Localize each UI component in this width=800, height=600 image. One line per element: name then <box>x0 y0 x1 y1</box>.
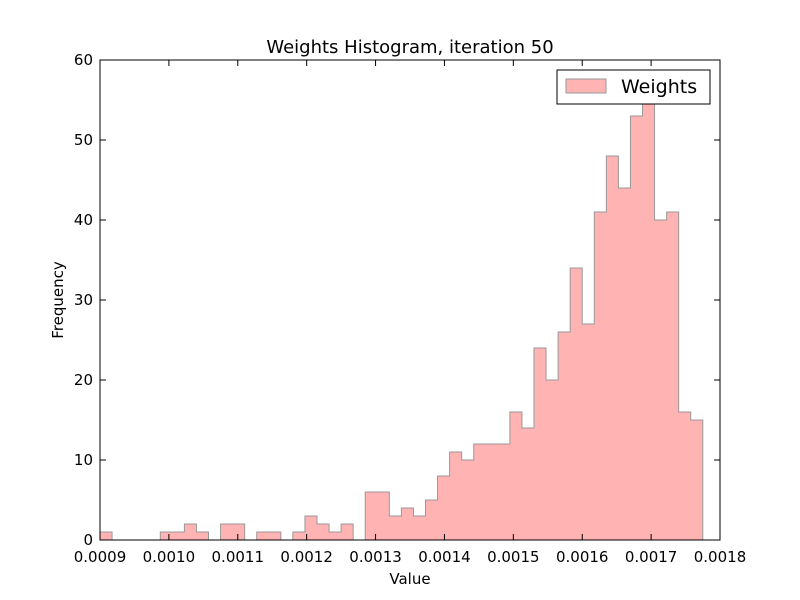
y-tick-label: 0 <box>83 531 93 549</box>
histogram-bar <box>184 524 197 540</box>
x-tick-label: 0.0013 <box>349 548 402 566</box>
x-tick-label: 0.0016 <box>556 548 609 566</box>
histogram-bar <box>317 524 330 540</box>
histogram-bar <box>268 532 282 540</box>
histogram-bar <box>389 516 402 540</box>
histogram-bar <box>509 412 523 540</box>
histogram-bar <box>546 380 559 540</box>
histogram-bar <box>558 332 571 540</box>
y-tick-label: 10 <box>74 451 93 469</box>
x-tick-label: 0.0011 <box>212 548 265 566</box>
histogram-bar <box>100 532 113 540</box>
x-tick-label: 0.0015 <box>487 548 540 566</box>
x-tick-label: 0.0012 <box>280 548 333 566</box>
histogram-bar <box>437 476 450 540</box>
histogram-bar <box>570 268 583 540</box>
y-tick-label: 40 <box>74 211 93 229</box>
histogram-bar <box>461 460 475 540</box>
histogram-bar <box>497 444 511 540</box>
histogram-bar <box>160 532 173 540</box>
histogram-bar <box>582 324 595 540</box>
y-tick-label: 50 <box>74 131 93 149</box>
x-axis-label: Value <box>389 570 430 588</box>
histogram-bar <box>630 116 643 540</box>
y-tick-label: 30 <box>74 291 93 309</box>
legend-entry-weights: Weights <box>621 76 697 98</box>
y-tick-label: 20 <box>74 371 93 389</box>
histogram-bar <box>401 508 414 540</box>
histogram-bar <box>666 212 679 540</box>
histogram-bar <box>365 492 378 540</box>
histogram-bar <box>606 156 619 540</box>
histogram-bar <box>413 516 426 540</box>
histogram-bars <box>100 100 704 540</box>
legend-swatch <box>565 78 607 94</box>
histogram-bar <box>292 532 306 540</box>
x-tick-label: 0.0010 <box>143 548 196 566</box>
x-tick-label: 0.0017 <box>625 548 678 566</box>
histogram-bar <box>534 348 547 540</box>
histogram-bar <box>425 500 438 540</box>
histogram-bar <box>642 100 655 540</box>
axis-ticks: 0.0009 0.0010 0.0011 0.0012 0.0013 0.0014 0.00… <box>74 51 747 566</box>
x-tick-label: 0.0014 <box>418 548 471 566</box>
histogram-bar <box>377 492 390 540</box>
y-axis-label: Frequency <box>49 261 67 339</box>
histogram-bar <box>594 212 607 540</box>
histogram-bar <box>304 516 318 540</box>
histogram-bar <box>220 524 233 540</box>
legend: Weights <box>556 69 711 105</box>
histogram-bar <box>618 188 631 540</box>
x-tick-label: 0.0009 <box>74 548 127 566</box>
histogram-bar <box>485 444 499 540</box>
histogram-bar <box>678 412 692 540</box>
histogram-bar <box>521 428 535 540</box>
chart-title: Weights Histogram, iteration 50 <box>266 37 553 58</box>
x-tick-label: 0.0018 <box>694 548 747 566</box>
histogram-bar <box>690 420 704 540</box>
histogram-bar <box>473 444 487 540</box>
histogram-bar <box>654 220 667 540</box>
histogram-bar <box>172 532 185 540</box>
histogram-bar <box>256 532 270 540</box>
histogram-bar <box>232 524 245 540</box>
histogram-bar <box>341 524 354 540</box>
histogram-bar <box>196 532 209 540</box>
histogram-bar <box>329 532 342 540</box>
histogram-bar <box>449 452 462 540</box>
y-tick-label: 60 <box>74 51 93 69</box>
